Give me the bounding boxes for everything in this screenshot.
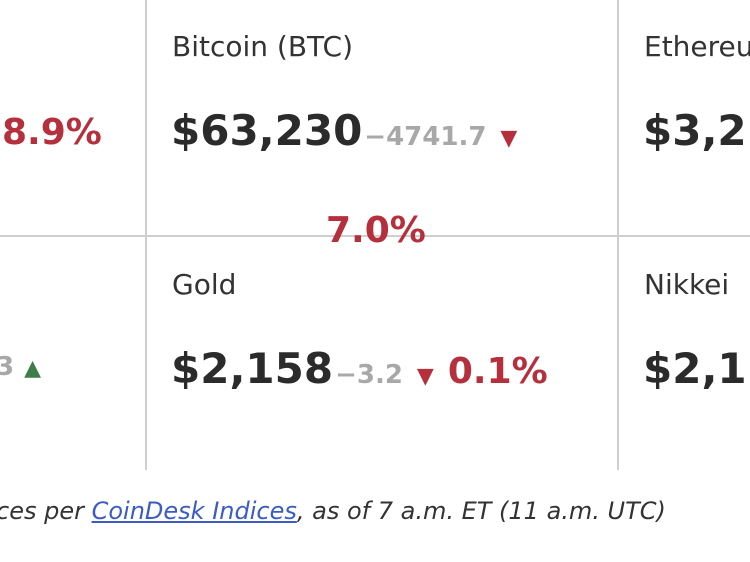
gold-percent-change: 0.1% [447, 351, 548, 392]
triangle-up-icon: ▲ [24, 356, 42, 381]
bitcoin-name: Bitcoin (BTC) [172, 30, 353, 63]
nikkei-price: $2,1 [643, 344, 747, 393]
bottom-left-change: 3 [0, 352, 15, 382]
gold-price: $2,158 [171, 344, 334, 393]
bitcoin-percent-change: 7.0% [326, 210, 426, 251]
footer-suffix: , as of 7 a.m. ET (11 a.m. UTC) [296, 497, 666, 525]
nikkei-price-line: $2,1 [643, 344, 747, 393]
bitcoin-price-line: $63,230 −4741.7 ▼ [171, 106, 517, 155]
top-left-percent-change: 8.9% [2, 112, 102, 153]
ethereum-price-line: $3,2 [643, 106, 747, 155]
bitcoin-change: −4741.7 [364, 122, 487, 152]
ethereum-name: Ethereu [644, 30, 750, 63]
bottom-left-change-line: 3 ▲ [0, 352, 41, 382]
price-source-note: ces per CoinDesk Indices, as of 7 a.m. E… [0, 497, 666, 525]
nikkei-name: Nikkei [644, 268, 730, 301]
gold-name: Gold [172, 268, 237, 301]
gold-price-line: $2,158 −3.2 ▼ 0.1% [171, 344, 548, 393]
footer-prefix: ces per [0, 497, 92, 525]
ethereum-price: $3,2 [643, 106, 747, 155]
triangle-down-icon: ▼ [416, 364, 434, 389]
gold-change: −3.2 [335, 360, 403, 390]
coindesk-indices-link[interactable]: CoinDesk Indices [91, 497, 297, 525]
price-grid: 8.9% Bitcoin (BTC) $63,230 −4741.7 ▼ 7.0… [0, 0, 750, 470]
triangle-down-icon: ▼ [500, 126, 518, 151]
grid-divider-horizontal [0, 235, 750, 237]
bitcoin-price: $63,230 [171, 106, 363, 155]
